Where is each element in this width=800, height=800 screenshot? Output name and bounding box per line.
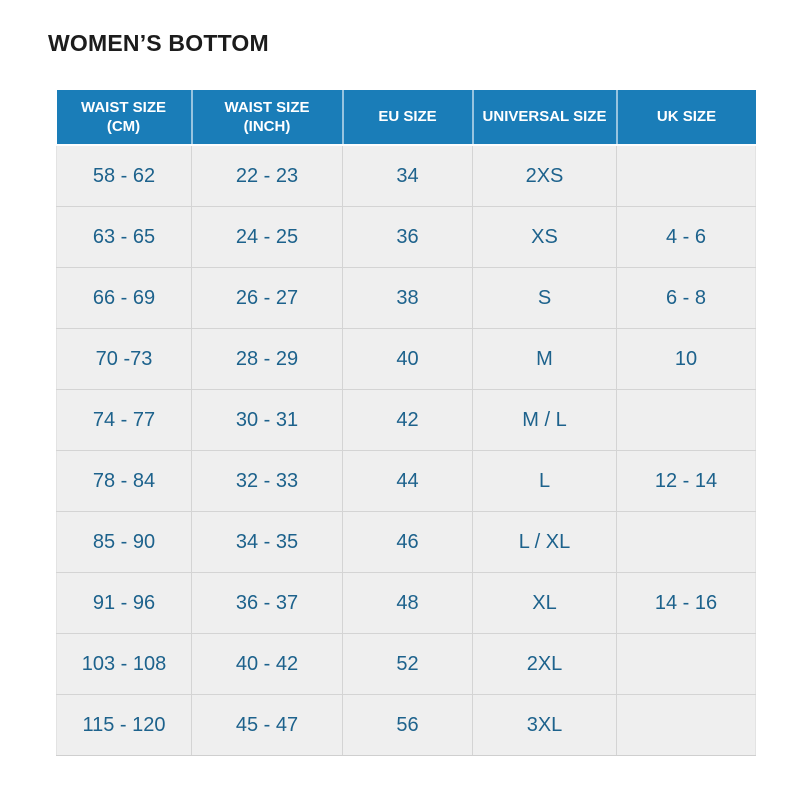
table-cell: L / XL [472,511,617,573]
table-row: 58 - 62 22 - 23 34 2XS [56,144,756,207]
table-row: 103 - 108 40 - 42 52 2XL [56,633,756,695]
table-cell: 4 - 6 [616,206,756,268]
table-row: 85 - 90 34 - 35 46 L / XL [56,511,756,573]
table-cell: 45 - 47 [191,694,343,756]
table-cell: 26 - 27 [191,267,343,329]
table-cell: 52 [342,633,473,695]
table-cell: 58 - 62 [56,144,192,207]
table-cell: 36 - 37 [191,572,343,634]
table-cell: M / L [472,389,617,451]
size-table: WAIST SIZE (CM) WAIST SIZE (INCH) EU SIZE U… [56,90,756,756]
table-cell: 38 [342,267,473,329]
table-body: 58 - 62 22 - 23 34 2XS 63 - 65 24 - 25 36 XS 4 -… [56,144,756,756]
table-cell: 74 - 77 [56,389,192,451]
table-row: 78 - 84 32 - 33 44 L 12 - 14 [56,450,756,512]
table-cell: 24 - 25 [191,206,343,268]
table-cell: 56 [342,694,473,756]
table-cell: 22 - 23 [191,144,343,207]
header-row: WAIST SIZE (CM) WAIST SIZE (INCH) EU SIZE U… [56,90,756,146]
table-row: 91 - 96 36 - 37 48 XL 14 - 16 [56,572,756,634]
table-cell: M [472,328,617,390]
table-cell: 34 - 35 [191,511,343,573]
table-cell: S [472,267,617,329]
table-cell: 85 - 90 [56,511,192,573]
table-cell [616,511,756,573]
table-cell: 10 [616,328,756,390]
table-cell: 3XL [472,694,617,756]
table-cell: 30 - 31 [191,389,343,451]
table-cell: XL [472,572,617,634]
table-cell: 2XL [472,633,617,695]
table-cell: 46 [342,511,473,573]
table-cell: 63 - 65 [56,206,192,268]
header-cell: EU SIZE [342,90,474,146]
table-cell [616,633,756,695]
table-cell [616,144,756,207]
table-row: 63 - 65 24 - 25 36 XS 4 - 6 [56,206,756,268]
table-cell: 28 - 29 [191,328,343,390]
table-cell: 44 [342,450,473,512]
page-title: WOMEN’S BOTTOM [48,30,269,56]
table-cell: 40 [342,328,473,390]
header-cell: WAIST SIZE (CM) [56,90,193,146]
table-cell: 40 - 42 [191,633,343,695]
table-cell: 32 - 33 [191,450,343,512]
table-cell: 66 - 69 [56,267,192,329]
table-cell: L [472,450,617,512]
table-cell: 14 - 16 [616,572,756,634]
table-cell: 6 - 8 [616,267,756,329]
table-cell: 70 -73 [56,328,192,390]
table-row: 70 -73 28 - 29 40 M 10 [56,328,756,390]
table-cell: 34 [342,144,473,207]
table-row: 74 - 77 30 - 31 42 M / L [56,389,756,451]
table-cell: 36 [342,206,473,268]
table-row: 115 - 120 45 - 47 56 3XL [56,694,756,756]
header-cell: UK SIZE [616,90,756,146]
table-cell [616,389,756,451]
table-cell: 12 - 14 [616,450,756,512]
table-cell: XS [472,206,617,268]
header-cell: WAIST SIZE (INCH) [191,90,344,146]
table-cell [616,694,756,756]
table-cell: 91 - 96 [56,572,192,634]
header-cell: UNIVERSAL SIZE [472,90,618,146]
table-cell: 78 - 84 [56,450,192,512]
table-cell: 2XS [472,144,617,207]
table-row: 66 - 69 26 - 27 38 S 6 - 8 [56,267,756,329]
table-cell: 48 [342,572,473,634]
table-cell: 115 - 120 [56,694,192,756]
table-cell: 42 [342,389,473,451]
table-cell: 103 - 108 [56,633,192,695]
